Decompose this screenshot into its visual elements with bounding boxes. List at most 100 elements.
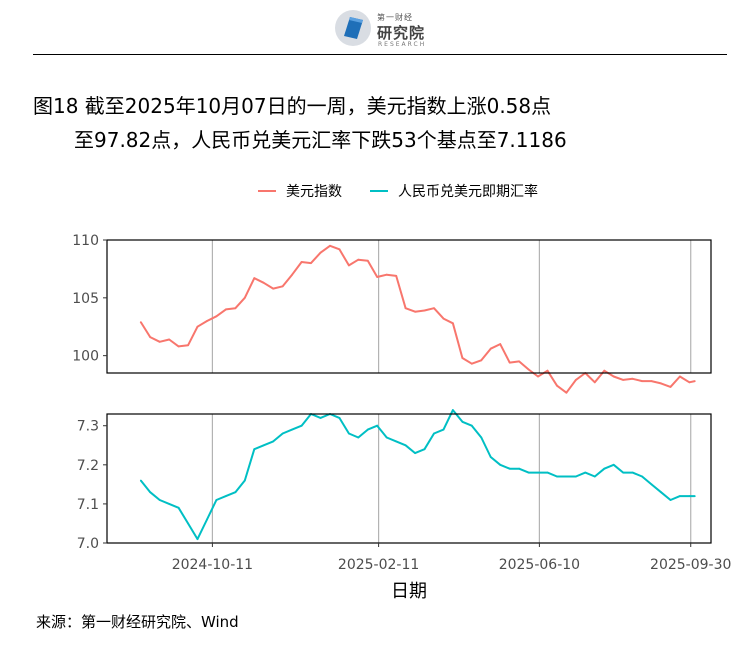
data-point (518, 360, 520, 363)
data-point (669, 499, 672, 501)
data-point (593, 475, 596, 478)
y-tick-label: 105 (72, 291, 99, 307)
data-point (272, 287, 275, 290)
data-point (660, 382, 662, 385)
data-point (215, 499, 218, 501)
data-point (300, 424, 303, 427)
data-point (158, 340, 161, 343)
data-point (338, 248, 341, 251)
data-point (348, 432, 350, 435)
data-point (414, 310, 416, 313)
data-point (206, 320, 208, 322)
data-point (603, 369, 606, 372)
y-tick-label: 7.1 (77, 497, 99, 513)
data-point (423, 309, 426, 312)
data-point (225, 495, 227, 497)
data-point (234, 307, 237, 310)
data-point (584, 471, 587, 474)
plot-frame (106, 239, 712, 374)
data-point (404, 444, 407, 447)
data-point (537, 375, 539, 378)
y-tick-label: 7.0 (77, 536, 99, 552)
data-point (641, 380, 643, 382)
data-point (433, 307, 435, 310)
data-point (366, 259, 369, 262)
data-point (631, 377, 634, 380)
data-point (679, 495, 681, 497)
data-point (225, 308, 227, 311)
data-point (291, 273, 293, 276)
data-point (310, 262, 312, 264)
data-point (196, 538, 199, 540)
data-point (688, 495, 691, 497)
data-point (281, 285, 284, 288)
data-point (650, 380, 653, 382)
legend-label: 人民币兑美元即期汇率 (398, 183, 538, 200)
data-point (149, 336, 152, 338)
data-point (206, 518, 208, 521)
data-point (414, 452, 416, 454)
data-point (527, 368, 530, 371)
data-point (139, 479, 142, 482)
data-point (508, 361, 511, 364)
data-point (693, 495, 696, 497)
data-point (395, 440, 398, 443)
plot-panel (107, 414, 711, 543)
data-point (272, 440, 275, 443)
data-point (243, 296, 246, 299)
x-axis-label: 日期 (391, 581, 427, 602)
data-point (149, 491, 152, 494)
data-point (385, 273, 388, 276)
research-logo: 第一财经 研究院 RESEARCH (333, 8, 433, 52)
data-point (215, 315, 218, 318)
data-point (442, 428, 445, 431)
data-point (385, 436, 388, 439)
data-point (357, 258, 360, 261)
data-point (262, 444, 265, 447)
data-point (470, 362, 473, 365)
data-point (187, 344, 190, 347)
series-line (140, 409, 695, 541)
y-tick-label: 7.3 (77, 419, 99, 435)
data-point (433, 432, 435, 435)
data-point (177, 345, 180, 348)
data-point (357, 436, 360, 439)
data-point (622, 471, 625, 474)
data-point (196, 325, 199, 328)
y-tick-label: 7.2 (77, 458, 99, 474)
data-point (139, 321, 142, 323)
data-point (234, 491, 237, 494)
data-point (669, 386, 672, 388)
data-point (556, 384, 558, 387)
data-point (612, 375, 615, 378)
data-point (253, 277, 256, 280)
data-point (168, 338, 171, 341)
data-point (631, 471, 634, 474)
plot-panel (107, 240, 711, 373)
data-point (641, 475, 643, 478)
data-point (319, 417, 322, 419)
data-point (177, 506, 180, 509)
data-point (679, 375, 681, 378)
data-point (537, 471, 539, 474)
data-point (480, 436, 483, 439)
data-point (660, 491, 662, 494)
data-point (168, 503, 171, 505)
data-point (489, 456, 492, 458)
data-point (575, 475, 577, 478)
data-point (489, 347, 492, 350)
data-point (338, 417, 341, 419)
data-point (622, 379, 625, 381)
data-point (546, 471, 549, 474)
logo-main-text: 研究院 (377, 24, 426, 42)
data-point (291, 428, 293, 431)
data-point (518, 467, 520, 470)
data-point (452, 409, 454, 411)
figure-title-line1: 图18 截至2025年10月07日的一周，美元指数上涨0.58点 (33, 94, 552, 118)
figure-title-line2: 至97.82点，人民币兑美元汇率下跌53个基点至7.1186 (74, 128, 567, 152)
y-tick-label: 110 (72, 233, 99, 249)
data-point (404, 307, 407, 310)
legend-label: 美元指数 (286, 184, 342, 200)
data-point (593, 381, 596, 384)
